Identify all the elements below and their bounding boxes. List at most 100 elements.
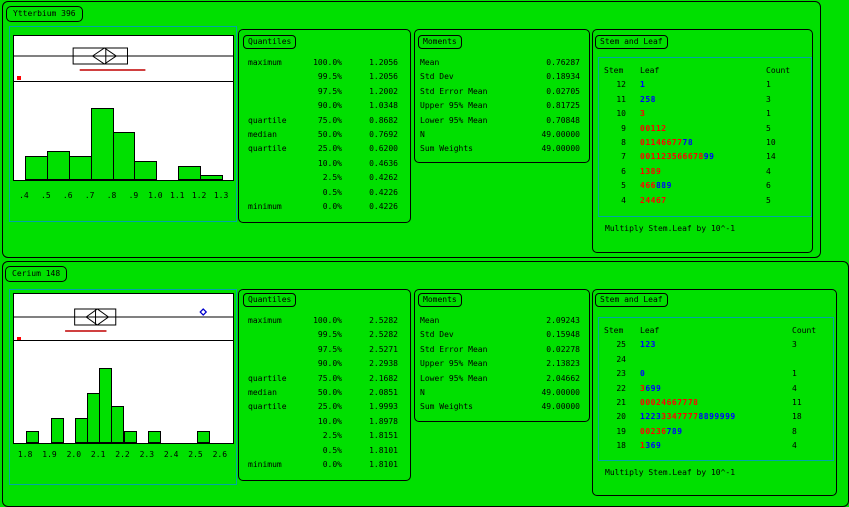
stem-value: 21 xyxy=(616,398,626,408)
leaf-count: 4 xyxy=(792,383,797,393)
moment-value: 0.70848 xyxy=(546,115,580,125)
quantile-row: 99.5% 2.5282 xyxy=(248,328,398,342)
quantile-label xyxy=(248,157,302,171)
stem-leaf-table: Stem Leaf Count 25 123 3 24 23 0 1 22 3699 4 21 000246… xyxy=(604,324,826,454)
quantiles-title[interactable]: Quantiles xyxy=(243,35,297,49)
stem-leaf-multiplier: Multiply Stem.Leaf by 10^-1 xyxy=(605,468,736,477)
x-tick-label: 1.3 xyxy=(213,191,229,200)
moment-label: Lower 95% Mean xyxy=(420,115,488,125)
quantile-value: 0.4226 xyxy=(369,202,398,212)
leaf-values: 1369 xyxy=(640,439,792,453)
stem-leaf-row: 24 xyxy=(604,353,826,367)
x-tick-label: .9 xyxy=(128,191,139,200)
histogram-area[interactable] xyxy=(13,81,234,181)
quantile-percent: 97.5% xyxy=(317,344,342,354)
leaf-count: 10 xyxy=(766,138,776,148)
histogram-bar[interactable] xyxy=(123,430,137,443)
quantile-value: 0.4636 xyxy=(369,158,398,168)
quantile-percent: 99.5% xyxy=(317,330,342,340)
leaf-count: 5 xyxy=(766,195,771,205)
quantile-value: 0.4226 xyxy=(369,187,398,197)
quantile-row: 97.5% 2.5271 xyxy=(248,343,398,357)
section-title[interactable]: Cerium 148 xyxy=(5,266,68,282)
histogram-bar[interactable] xyxy=(68,156,92,180)
box-plot-area[interactable] xyxy=(13,293,234,341)
histogram-bar[interactable] xyxy=(24,156,48,180)
moment-row: Upper 95% Mean 2.13823 xyxy=(420,357,580,371)
quantile-value: 1.8101 xyxy=(369,460,398,470)
histogram-bar[interactable] xyxy=(50,418,64,443)
x-tick-label: 2.2 xyxy=(115,450,130,459)
quantile-label xyxy=(248,415,302,429)
quantile-label: maximum xyxy=(248,316,282,325)
stem-and-leaf-title[interactable]: Stem and Leaf xyxy=(595,293,668,307)
section-title[interactable]: Ytterbium 396 xyxy=(6,6,83,22)
moment-value: 49.00000 xyxy=(541,130,580,140)
stem-and-leaf-title[interactable]: Stem and Leaf xyxy=(595,35,668,49)
histogram-bar[interactable] xyxy=(74,418,88,443)
histogram-bar[interactable] xyxy=(196,430,210,443)
histogram-bar[interactable] xyxy=(147,430,161,443)
stem-value: 12 xyxy=(616,80,626,90)
leaf-digits: 0 xyxy=(640,369,646,379)
histogram-area[interactable] xyxy=(13,340,234,444)
box-plot-area[interactable] xyxy=(13,35,234,82)
moments-panel: Moments Mean 0.76287 Std Dev 0.18934 Std Err… xyxy=(414,29,590,163)
histogram-bar[interactable] xyxy=(99,368,113,443)
quantile-label: minimum xyxy=(248,202,282,212)
count-header: Count xyxy=(792,326,817,335)
stem-leaf-row: 5 466889 6 xyxy=(604,179,800,193)
histogram-bar[interactable] xyxy=(46,151,70,180)
stem-value: 8 xyxy=(621,138,626,148)
leaf-values: 258 xyxy=(640,93,766,107)
leaf-count: 14 xyxy=(766,152,776,162)
quantile-row: 0.5% 0.4226 xyxy=(248,186,398,200)
x-tick-label: 1.0 xyxy=(148,191,163,200)
stem-value: 24 xyxy=(616,354,626,364)
quantile-percent: 25.0% xyxy=(317,144,342,154)
quantiles-title[interactable]: Quantiles xyxy=(243,293,297,307)
leaf-count: 3 xyxy=(766,94,771,104)
quantile-row: median 50.0% 0.7692 xyxy=(248,128,398,142)
histogram-bar[interactable] xyxy=(90,108,114,180)
moment-row: Upper 95% Mean 0.81725 xyxy=(420,99,580,113)
moment-label: Sum Weights xyxy=(420,402,473,412)
leaf-digits: 99 xyxy=(703,152,715,162)
stem-leaf-row: 20 122333477778899999 18 xyxy=(604,410,826,424)
leaf-values: 00112356667899 xyxy=(640,150,766,164)
stem-leaf-row: 11 258 3 xyxy=(604,93,800,107)
moment-row: Mean 2.09243 xyxy=(420,314,580,328)
quantile-row: quartile 75.0% 2.1682 xyxy=(248,372,398,386)
quantile-row: quartile 75.0% 0.8682 xyxy=(248,114,398,128)
histogram-bar[interactable] xyxy=(111,405,125,443)
distribution-plot: 1.8 1.9 2.0 2.1 2.2 2.3 2.4 2.5 2.6 xyxy=(9,289,237,485)
stem-value: 9 xyxy=(621,123,626,133)
moments-title[interactable]: Moments xyxy=(418,293,462,307)
moments-table: Mean 0.76287 Std Dev 0.18934 Std Error Mean 0… xyxy=(420,56,580,157)
moment-value: 2.04662 xyxy=(546,373,580,383)
quantile-row: minimum 0.0% 0.4226 xyxy=(248,200,398,214)
quantile-row: 97.5% 1.2002 xyxy=(248,85,398,99)
moments-title[interactable]: Moments xyxy=(418,35,462,49)
x-tick-label: 2.6 xyxy=(212,450,228,459)
histogram-bar[interactable] xyxy=(26,430,40,443)
histogram-bar[interactable] xyxy=(134,160,158,180)
quantile-row: minimum 0.0% 1.8101 xyxy=(248,458,398,472)
quantile-label xyxy=(248,85,302,99)
quantile-label: quartile xyxy=(248,402,287,412)
histogram-bar[interactable] xyxy=(200,175,224,180)
leaf-digits: 00236 xyxy=(640,426,667,436)
x-tick-label: 2.5 xyxy=(188,450,203,459)
leaf-values: 122333477778899999 xyxy=(640,410,792,424)
stem-header: Stem xyxy=(604,326,624,335)
histogram-bar[interactable] xyxy=(112,132,136,180)
quantile-row: 2.5% 0.4262 xyxy=(248,171,398,185)
quantile-row: 0.5% 1.8101 xyxy=(248,444,398,458)
leaf-count: 18 xyxy=(792,412,802,422)
leaf-digits: 3 xyxy=(640,109,646,119)
stem-and-leaf-panel: Stem and Leaf Stem Leaf Count 12 1 1 11 258 3 10 3… xyxy=(592,29,813,253)
quantile-label: quartile xyxy=(248,373,287,383)
x-tick-label: 1.9 xyxy=(42,450,57,459)
stem-value: 5 xyxy=(621,181,626,191)
histogram-bar[interactable] xyxy=(178,165,202,180)
